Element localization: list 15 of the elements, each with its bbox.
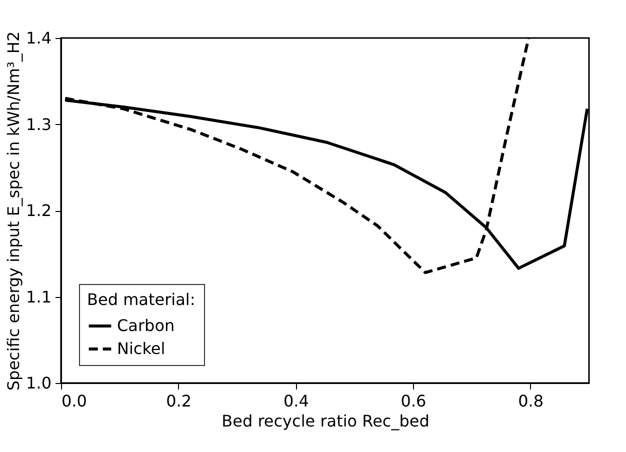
legend-title: Bed material: [87,290,196,309]
x-tick-label: 0.0 [62,392,87,410]
y-tick-label: 1.4 [26,28,52,48]
y-axis-title: Specific energy input E_spec in kWh/Nm³_H2 [4,31,24,391]
x-tick-label: 0.8 [518,392,544,410]
legend-label: Carbon [117,316,175,335]
x-axis-title: Bed recycle ratio Rec_bed [222,412,430,430]
y-tick-label: 1.2 [26,201,52,220]
y-tick-label: 1.1 [26,287,52,306]
x-tick-label: 0.2 [166,392,192,410]
y-tick-label: 1.3 [26,114,52,134]
x-tick-label: 0.4 [283,392,309,410]
legend-label: Nickel [117,339,166,358]
y-tick-label: 1.0 [26,374,52,392]
x-tick-label: 0.6 [400,392,426,410]
